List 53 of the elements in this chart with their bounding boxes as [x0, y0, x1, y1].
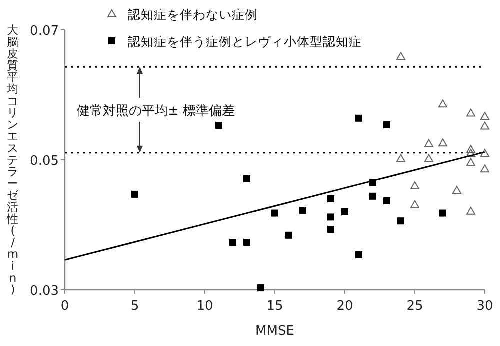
point: [410, 200, 420, 208]
x-axis-title: MMSE: [256, 324, 294, 339]
point: [480, 112, 490, 120]
point: [216, 122, 222, 130]
x-tick-label: 0: [60, 299, 70, 314]
point: [410, 182, 420, 190]
point: [230, 239, 236, 246]
point: [370, 192, 376, 200]
point: [384, 197, 390, 204]
point: [328, 196, 334, 202]
point: [244, 175, 250, 182]
point: [466, 145, 476, 154]
point: [480, 149, 490, 157]
legend-label: 認知症を伴う症例とレヴィ小体型認知症: [128, 34, 362, 49]
point: [452, 186, 462, 194]
point: [480, 122, 490, 130]
point: [328, 214, 334, 221]
point: [356, 114, 362, 122]
text: 大脳皮質平均コリンエステラーゼ活性(/min): [7, 23, 19, 297]
point: [396, 52, 406, 60]
x-tick-label: 15: [266, 299, 284, 314]
point: [480, 164, 490, 173]
point: [272, 210, 278, 217]
point: [440, 210, 446, 217]
y-tick-label: 0.07: [30, 24, 59, 39]
point: [466, 149, 476, 157]
x-tick-label: 10: [196, 299, 214, 314]
point: [328, 226, 334, 234]
point: [300, 207, 306, 214]
point: [286, 232, 292, 239]
point: [244, 239, 250, 246]
legend-label: 認知症を伴わない症例: [128, 7, 258, 22]
point: [424, 139, 434, 148]
point: [258, 284, 264, 292]
point: [384, 121, 390, 128]
point: [132, 190, 138, 198]
x-tick-label: 20: [336, 299, 354, 314]
point: [342, 208, 348, 216]
point: [398, 218, 404, 225]
point: [396, 154, 406, 162]
point: [356, 251, 362, 258]
annotation: 健常対照の平均± 標準偏差: [77, 102, 236, 119]
point: [466, 108, 476, 117]
x-tick-label: 25: [406, 299, 424, 314]
point: [438, 138, 448, 147]
y-tick-label: 0.03: [30, 284, 59, 299]
point: [424, 154, 434, 162]
x-tick-label: 30: [476, 299, 494, 314]
point: [466, 206, 476, 215]
x-tick-label: 5: [130, 299, 140, 314]
y-tick-label: 0.05: [30, 154, 59, 169]
point: [466, 158, 476, 166]
point: [438, 100, 448, 108]
